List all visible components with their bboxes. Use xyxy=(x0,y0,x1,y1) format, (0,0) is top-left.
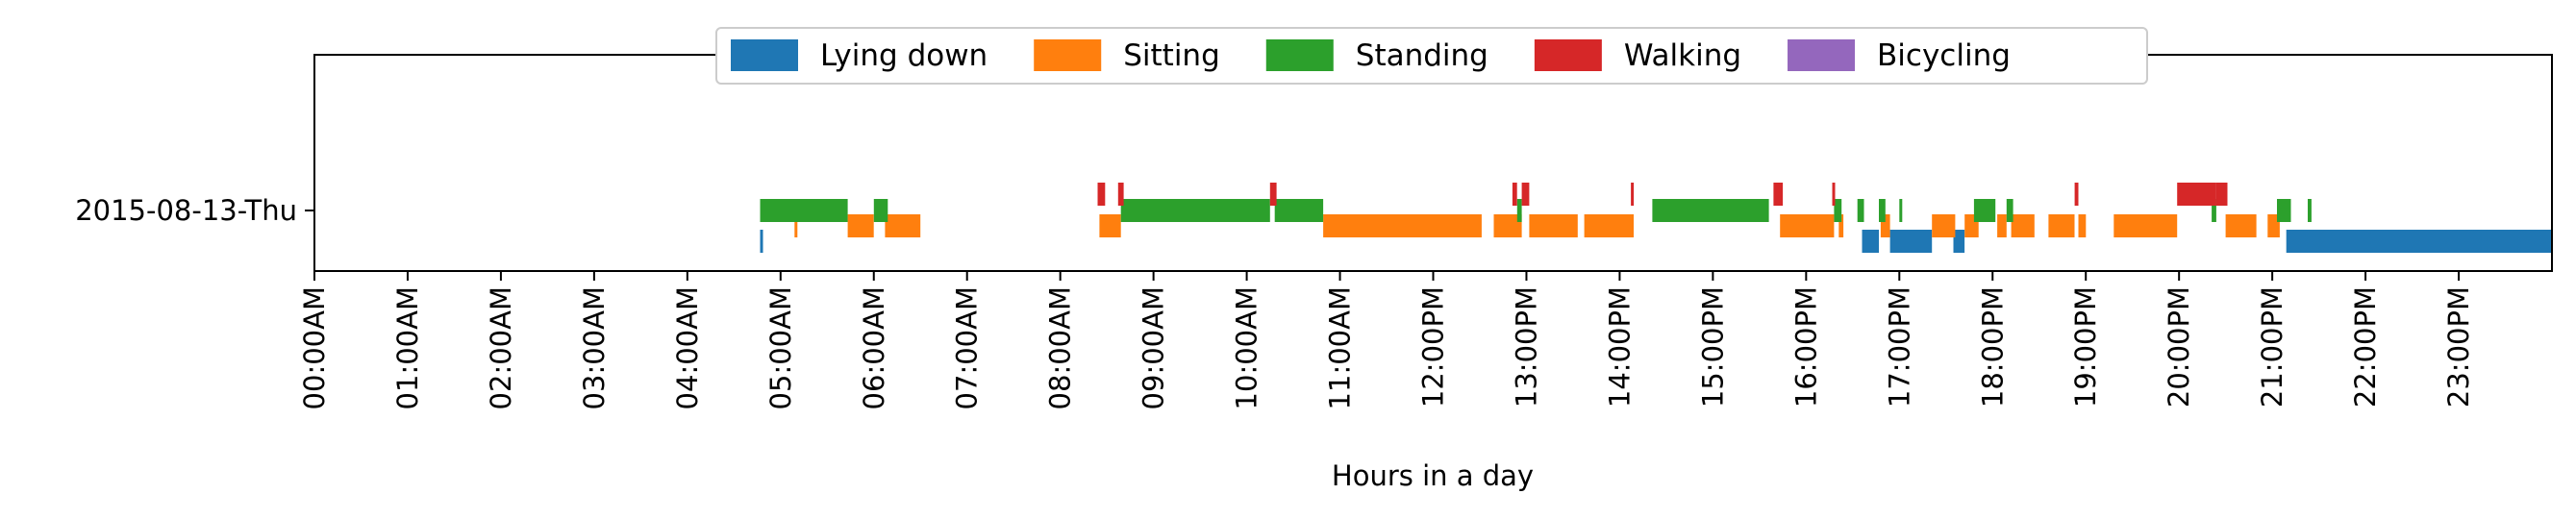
lying-down-bar xyxy=(2286,230,2308,253)
standing-bar xyxy=(1516,199,1522,222)
walking-bar xyxy=(2215,183,2228,206)
walking-bar xyxy=(1631,183,1635,206)
x-tick-label: 05:00AM xyxy=(764,286,797,409)
sitting-bar xyxy=(2011,214,2035,237)
standing-bar xyxy=(1857,199,1864,222)
x-tick-label: 21:00PM xyxy=(2256,286,2288,408)
sitting-bar xyxy=(1493,214,1522,237)
sitting-bar xyxy=(847,214,874,237)
plot-frame xyxy=(313,54,2553,272)
sitting-bar xyxy=(1584,214,1634,237)
x-tick-label: 17:00PM xyxy=(1883,286,1915,408)
x-tick-label: 04:00AM xyxy=(671,286,704,409)
x-tick-label: 11:00AM xyxy=(1324,286,1357,409)
x-tick-label: 09:00AM xyxy=(1138,286,1170,409)
standing-bar xyxy=(2006,199,2013,222)
sitting-bar xyxy=(2225,214,2257,237)
x-tick-label: 13:00PM xyxy=(1510,286,1542,408)
sitting-bar xyxy=(885,214,921,237)
legend-swatch-standing xyxy=(1265,39,1334,71)
lying-down-bar xyxy=(760,230,763,253)
legend-swatch-lying-down xyxy=(731,39,798,71)
legend-swatch-sitting xyxy=(1034,39,1102,71)
legend-label-standing: Standing xyxy=(1356,38,1488,73)
walking-bar xyxy=(1097,183,1106,206)
sitting-bar xyxy=(1529,214,1578,237)
x-tick-label: 23:00PM xyxy=(2442,286,2475,408)
sitting-bar xyxy=(1323,214,1482,237)
y-axis: 2015-08-13-Thu xyxy=(75,194,314,227)
standing-bar xyxy=(1834,199,1842,222)
standing-bar xyxy=(1879,199,1886,222)
sitting-bar xyxy=(1099,214,1121,237)
lying-down-bar xyxy=(2308,230,2552,253)
sitting-bar xyxy=(1880,214,1890,237)
x-tick-label: 00:00AM xyxy=(298,286,331,409)
standing-bar xyxy=(2308,199,2312,222)
legend-label-sitting: Sitting xyxy=(1123,38,1220,73)
walking-bar xyxy=(1832,183,1836,206)
sitting-bar xyxy=(1997,214,2007,237)
walking-bar xyxy=(1269,183,1277,206)
walking-bar xyxy=(2177,183,2216,206)
sitting-bar xyxy=(1932,214,1956,237)
legend-swatch-walking xyxy=(1534,39,1602,71)
legend-label-lying-down: Lying down xyxy=(820,38,988,73)
standing-bar xyxy=(1652,199,1769,222)
standing-bar xyxy=(873,199,888,222)
x-tick-label: 03:00AM xyxy=(578,286,611,409)
legend-swatch-bicycling xyxy=(1788,39,1856,71)
walking-bar xyxy=(1512,183,1517,206)
x-axis-label: Hours in a day xyxy=(1332,459,1534,492)
lying-down-bar xyxy=(1953,230,1965,253)
sitting-bar xyxy=(2078,214,2087,237)
legend-label-bicycling: Bicycling xyxy=(1877,38,2011,73)
x-axis: 00:00AM 01:00AM 02:00AM 03:00AM 04:00AM 05:00… xyxy=(298,271,2475,409)
lying-down-bar xyxy=(1889,230,1933,253)
x-tick-label: 02:00AM xyxy=(485,286,517,409)
x-tick-label: 08:00AM xyxy=(1044,286,1077,409)
walking-bar xyxy=(1773,183,1784,206)
legend-label-walking: Walking xyxy=(1624,38,1741,73)
standing-bar xyxy=(2277,199,2291,222)
x-tick-label: 18:00PM xyxy=(1976,286,2009,408)
x-tick-label: 16:00PM xyxy=(1789,286,1822,408)
sitting-bar xyxy=(2048,214,2075,237)
standing-bar xyxy=(2212,199,2216,222)
y-tick-label: 2015-08-13-Thu xyxy=(75,194,297,227)
x-tick-label: 22:00PM xyxy=(2349,286,2382,408)
x-tick-label: 07:00AM xyxy=(951,286,984,409)
x-tick-label: 10:00AM xyxy=(1231,286,1263,409)
walking-bar xyxy=(2074,183,2079,206)
standing-bar xyxy=(760,199,848,222)
x-tick-label: 06:00AM xyxy=(858,286,890,409)
legend: Lying down Sitting Standing Walking Bicyclin… xyxy=(715,27,2148,85)
x-tick-label: 12:00PM xyxy=(1417,286,1450,408)
x-tick-label: 19:00PM xyxy=(2069,286,2102,408)
x-tick-label: 14:00PM xyxy=(1603,286,1636,408)
standing-bar xyxy=(1899,199,1903,222)
standing-bar xyxy=(1120,199,1270,222)
walking-bar xyxy=(1117,183,1124,206)
x-tick-label: 20:00PM xyxy=(2163,286,2195,408)
sitting-bar xyxy=(794,214,798,237)
standing-bar xyxy=(1973,199,1996,222)
sitting-bar xyxy=(1780,214,1835,237)
sitting-bar xyxy=(1838,214,1844,237)
standing-bar xyxy=(1274,199,1324,222)
sitting-bar xyxy=(2113,214,2178,237)
walking-bar xyxy=(1521,183,1530,206)
chart-marks xyxy=(760,183,2552,253)
x-tick-label: 15:00PM xyxy=(1696,286,1729,408)
x-tick-label: 01:00AM xyxy=(391,286,424,409)
sitting-bar xyxy=(2267,214,2280,237)
lying-down-bar xyxy=(1862,230,1879,253)
